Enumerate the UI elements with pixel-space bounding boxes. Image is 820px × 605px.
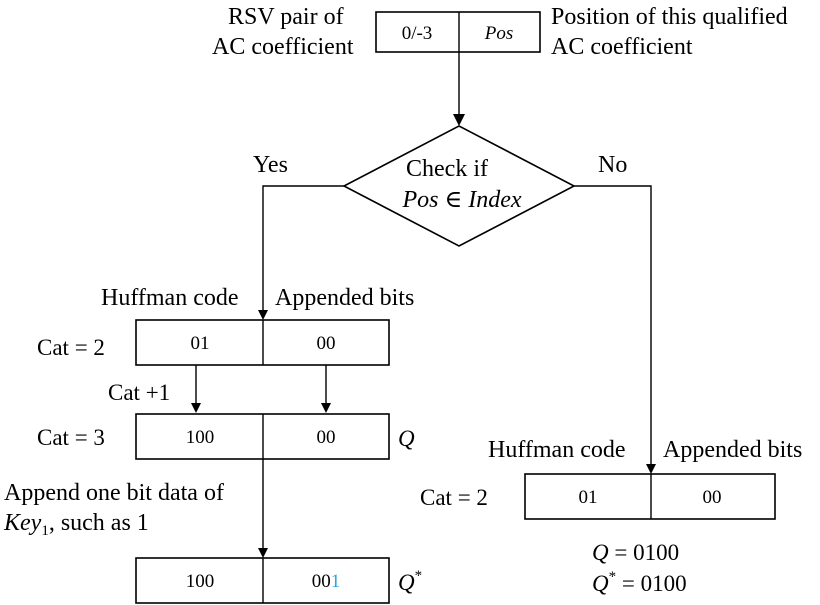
append-note-key-sub: 1 [41, 523, 49, 539]
arrowhead-code-down [191, 403, 201, 413]
right-eq2-lhs: Q [592, 571, 609, 596]
cat-increment-label: Cat +1 [108, 380, 170, 405]
right-equation-qstar: Q* = 0100 [592, 569, 687, 596]
arrowhead-bits-down [321, 403, 331, 413]
rsv-pair-box [375, 11, 541, 53]
right-equation-q: Q = 0100 [592, 540, 679, 565]
append-note-line1: Append one bit data of [4, 480, 224, 506]
decision-line1: Check if [406, 156, 488, 182]
decision-element-of: ∈ [438, 187, 468, 213]
left-row2-bits: 00 [317, 427, 336, 448]
left-row3-bits: 001 [312, 571, 341, 592]
left-row2-cat: Cat = 3 [37, 425, 105, 450]
right-row-bits: 00 [703, 487, 722, 508]
position-note-line1: Position of this qualified [551, 4, 788, 30]
right-header-huffman: Huffman code [488, 437, 626, 463]
yes-branch-line [262, 185, 344, 312]
append-note-rest: , such as 1 [49, 510, 149, 536]
no-label: No [598, 152, 627, 178]
right-header-appended: Appended bits [663, 437, 802, 463]
arrowhead-to-decision [453, 114, 465, 126]
position-note-line2: AC coefficient [551, 34, 693, 60]
left-row3-tag-sup: * [415, 568, 423, 584]
right-eq1-lhs: Q [592, 540, 609, 565]
decision-pos: Pos [401, 187, 438, 213]
decision-index: Index [467, 187, 522, 213]
rsv-note-line2: AC coefficient [212, 34, 354, 60]
left-row3-bits-new: 1 [331, 571, 341, 592]
decision-diamond [342, 125, 576, 247]
left-row3-tag: Q* [398, 568, 422, 595]
no-arrowhead [646, 464, 656, 474]
left-row1-cat: Cat = 2 [37, 335, 105, 360]
arrowhead-append-down [258, 548, 268, 558]
right-row-box [524, 473, 776, 520]
yes-label: Yes [253, 152, 288, 178]
decision-line2: Pos ∈ Index [401, 187, 521, 213]
right-row-cat: Cat = 2 [420, 485, 488, 510]
append-note-line2: Key1, such as 1 [3, 510, 149, 539]
left-row1-code: 01 [191, 333, 210, 354]
left-row1-bits: 00 [317, 333, 336, 354]
right-eq1-rhs: = 0100 [609, 540, 679, 565]
append-note-key: Key [3, 510, 42, 536]
no-branch-line [574, 185, 652, 466]
pos-value: Pos [484, 23, 514, 44]
left-header-huffman: Huffman code [101, 285, 239, 311]
left-row2-code: 100 [186, 427, 215, 448]
right-eq2-sup: * [609, 569, 617, 585]
left-row3-code: 100 [186, 571, 215, 592]
right-eq2-rhs: = 0100 [616, 571, 686, 596]
rsv-note-line1: RSV pair of [228, 4, 344, 30]
rsv-value: 0/-3 [402, 23, 433, 44]
right-row-code: 01 [579, 487, 598, 508]
left-row3-bits-prefix: 00 [312, 571, 331, 592]
left-header-appended: Appended bits [275, 285, 414, 311]
left-row3-tag-q: Q [398, 570, 415, 595]
left-row2-tag: Q [398, 426, 415, 451]
yes-arrowhead [258, 310, 268, 320]
